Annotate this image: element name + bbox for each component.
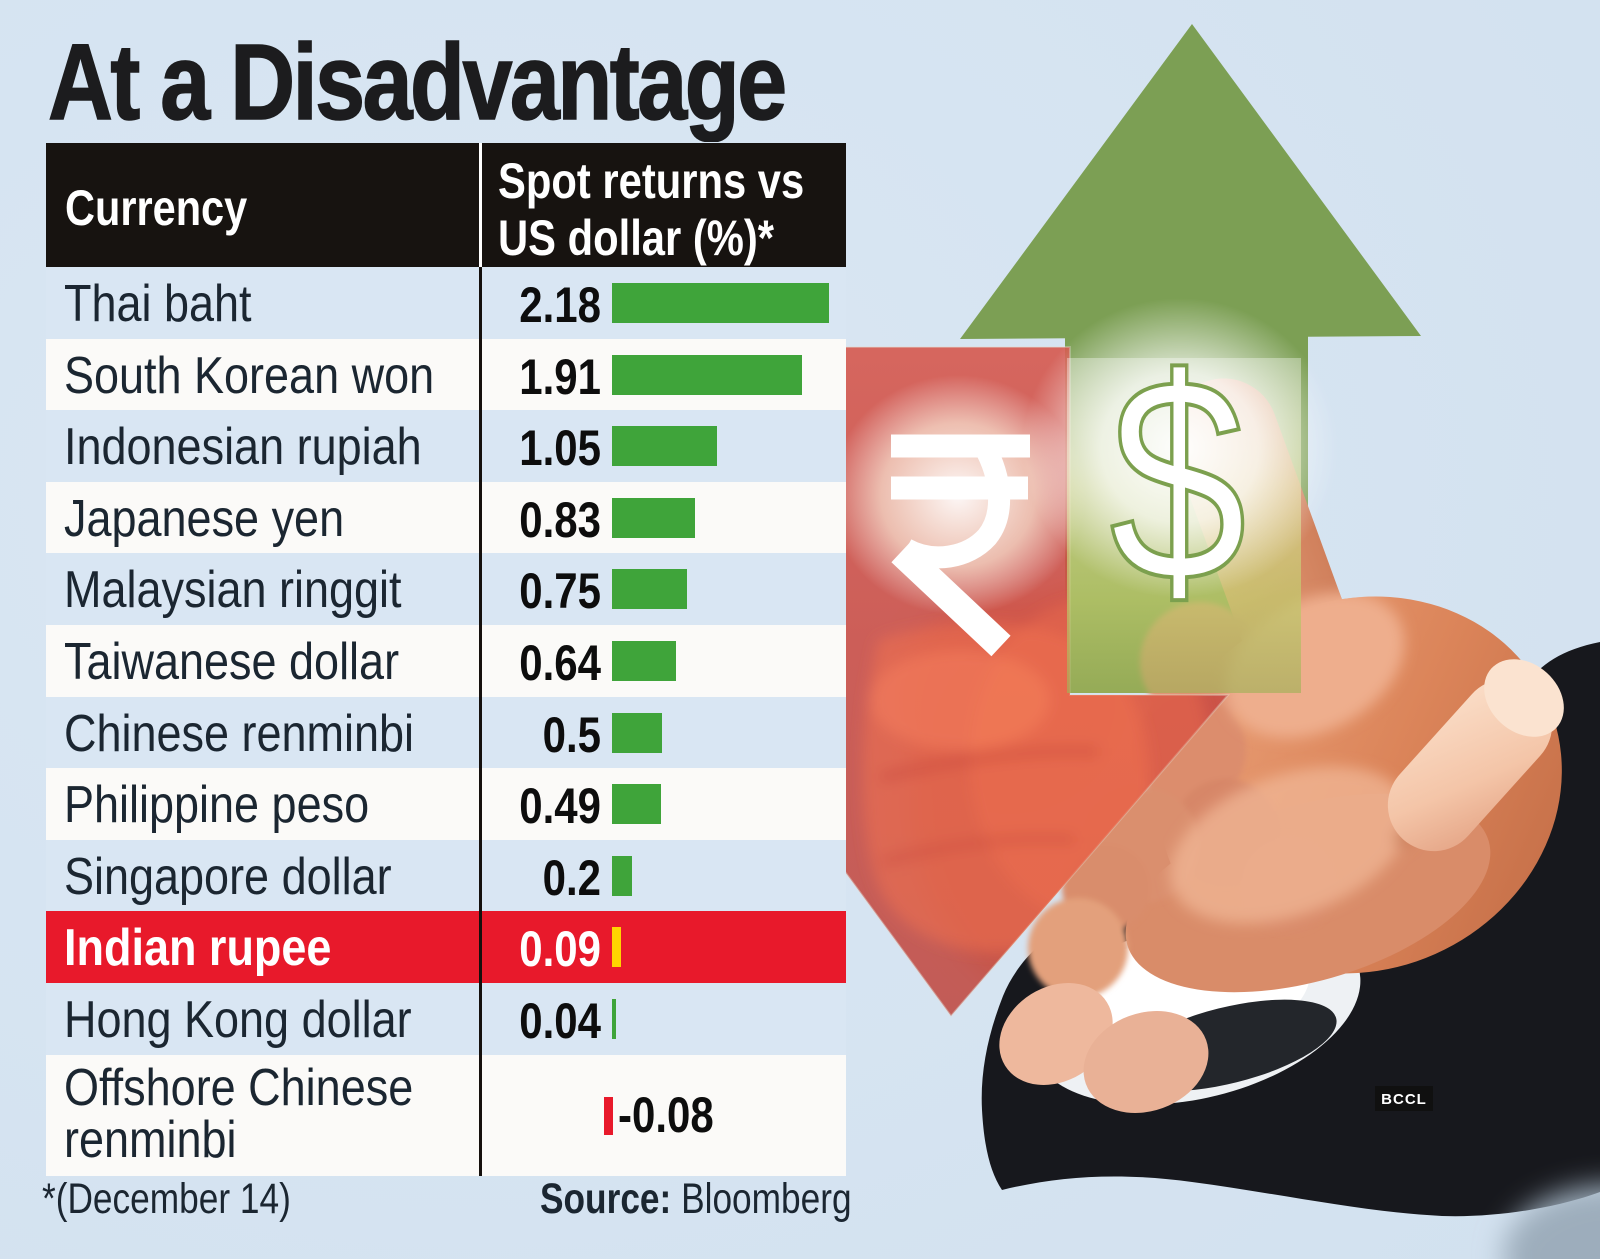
svg-text:BCCL: BCCL xyxy=(1381,1091,1427,1108)
svg-text:$: $ xyxy=(1109,318,1246,642)
